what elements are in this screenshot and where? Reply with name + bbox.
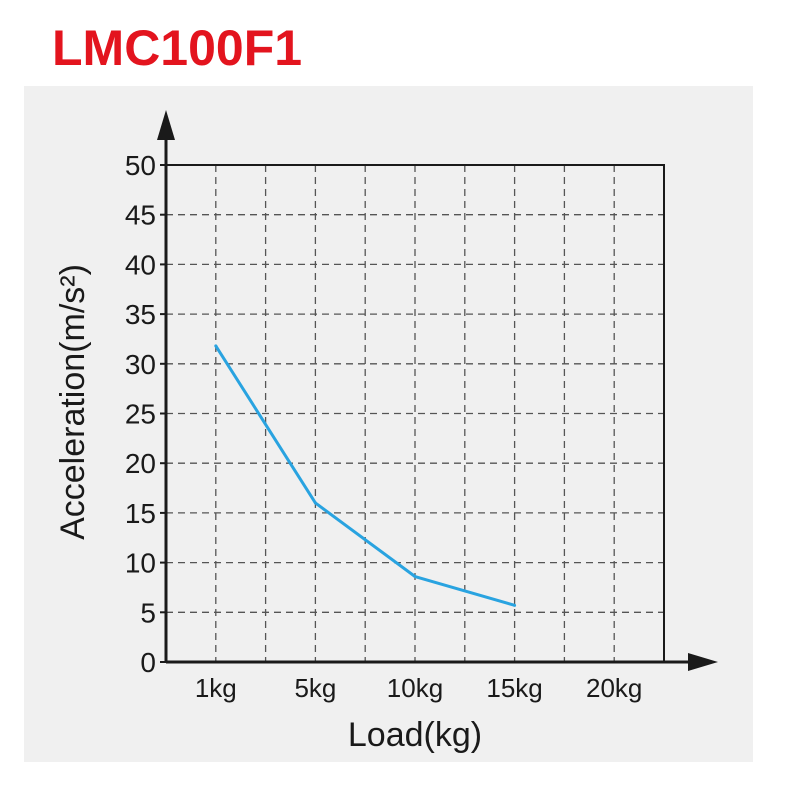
axes: [157, 110, 718, 671]
x-tick-label: 10kg: [387, 673, 443, 703]
y-tick-label: 15: [125, 498, 156, 529]
y-axis-label: Acceleration(m/s²): [54, 264, 92, 540]
y-tick-label: 20: [125, 448, 156, 479]
data-point: [413, 575, 417, 579]
x-tick-label: 20kg: [586, 673, 642, 703]
data-point: [313, 501, 317, 505]
y-tick-label: 25: [125, 399, 156, 430]
y-tick-label: 10: [125, 548, 156, 579]
y-tick-label: 45: [125, 200, 156, 231]
data-point: [513, 603, 517, 607]
y-tick-label: 35: [125, 299, 156, 330]
x-axis-arrow: [688, 653, 718, 671]
horizontal-grid: [166, 214, 664, 613]
y-tick-label: 5: [140, 597, 156, 628]
y-tick-label: 40: [125, 249, 156, 280]
x-tick-label: 15kg: [486, 673, 542, 703]
series-group: [214, 344, 517, 607]
y-tick-label: 30: [125, 349, 156, 380]
series-line: [214, 345, 516, 607]
x-tick-label: 5kg: [294, 673, 336, 703]
y-axis-arrow: [157, 110, 175, 140]
y-tick-labels: 0 5 10 15 20 25 30 35 40 45 50: [125, 150, 156, 678]
data-point: [214, 344, 218, 348]
x-axis-label: Load(kg): [348, 716, 482, 754]
y-tick-label: 50: [125, 150, 156, 181]
y-tick-label: 0: [140, 647, 156, 678]
plot-panel: [24, 86, 753, 762]
chart-title: LMC100F1: [52, 20, 303, 76]
x-tick-labels: 1kg 5kg 10kg 15kg 20kg: [195, 673, 643, 703]
x-tick-label: 1kg: [195, 673, 237, 703]
vertical-grid: [215, 165, 615, 662]
